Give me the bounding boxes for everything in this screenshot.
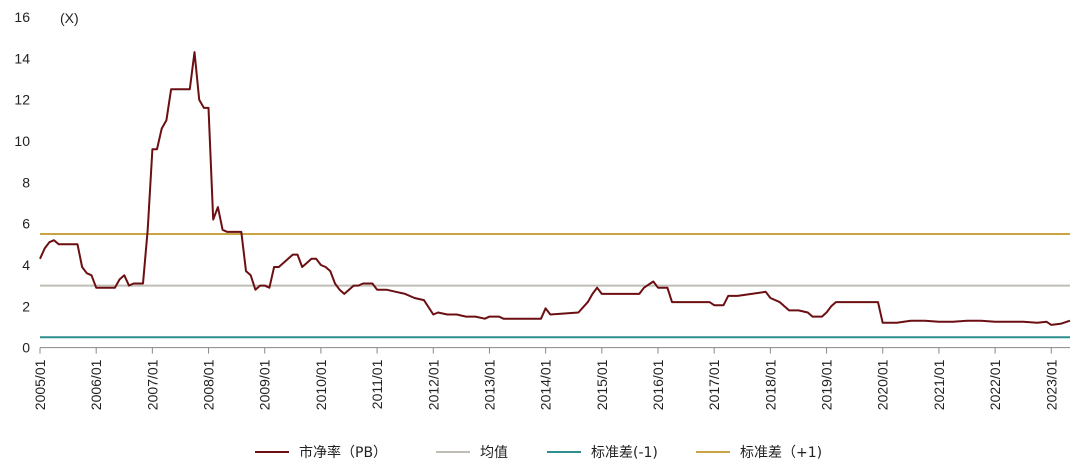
legend-item-pb: 市净率（PB） bbox=[255, 440, 387, 464]
y-axis-ticks: 0 2 4 6 8 10 12 14 16 bbox=[14, 9, 30, 356]
x-tick-label: 2016/01 bbox=[650, 359, 666, 410]
legend-label-mean: 均值 bbox=[480, 445, 508, 461]
x-tick-label: 2010/01 bbox=[313, 359, 329, 410]
x-tick-label: 2020/01 bbox=[875, 359, 891, 410]
x-tick-label: 2015/01 bbox=[594, 359, 610, 410]
pb-series bbox=[39, 51, 1071, 326]
y-tick-label: 2 bbox=[22, 298, 30, 314]
legend: 市净率（PB） 均值 标准差(-1) 标准差（+1) bbox=[0, 440, 1080, 464]
x-tick-label: 2013/01 bbox=[481, 359, 497, 410]
x-tick-label: 2011/01 bbox=[369, 359, 385, 409]
x-axis-ticks: 2005/01 2006/01 2007/01 2008/01 2009/01 2010/… bbox=[32, 347, 1059, 410]
x-tick-label: 2017/01 bbox=[706, 359, 722, 410]
x-tick-label: 2009/01 bbox=[257, 359, 273, 410]
legend-swatch-mean bbox=[436, 451, 470, 453]
x-tick-label: 2005/01 bbox=[32, 359, 48, 410]
legend-item-mean: 均值 bbox=[436, 440, 508, 464]
x-tick-label: 2022/01 bbox=[987, 359, 1003, 410]
y-tick-label: 6 bbox=[22, 216, 30, 232]
y-tick-label: 16 bbox=[14, 9, 30, 25]
x-tick-label: 2007/01 bbox=[144, 359, 160, 410]
legend-item-std-plus: 标准差（+1) bbox=[696, 440, 822, 464]
x-tick-label: 2018/01 bbox=[762, 359, 778, 410]
x-tick-label: 2008/01 bbox=[201, 359, 217, 410]
x-tick-label: 2014/01 bbox=[538, 359, 554, 410]
y-tick-label: 10 bbox=[14, 133, 30, 149]
y-unit-label: (X) bbox=[60, 10, 79, 26]
y-tick-label: 14 bbox=[14, 50, 30, 66]
y-tick-label: 0 bbox=[22, 340, 30, 356]
y-tick-label: 4 bbox=[22, 257, 30, 273]
legend-label-pb: 市净率（PB） bbox=[299, 445, 388, 461]
legend-label-std-minus: 标准差(-1) bbox=[591, 445, 658, 461]
x-tick-label: 2019/01 bbox=[819, 359, 835, 410]
x-tick-label: 2021/01 bbox=[931, 359, 947, 410]
x-tick-label: 2012/01 bbox=[425, 359, 441, 410]
reference-lines bbox=[40, 232, 1070, 339]
y-tick-label: 8 bbox=[22, 174, 30, 190]
legend-swatch-std-plus bbox=[696, 451, 730, 453]
pb-series-line bbox=[39, 51, 1071, 326]
x-tick-label: 2023/01 bbox=[1043, 359, 1059, 410]
legend-swatch-pb bbox=[255, 451, 289, 453]
y-tick-label: 12 bbox=[14, 92, 30, 108]
x-tick-label: 2006/01 bbox=[88, 359, 104, 410]
legend-swatch-std-minus bbox=[547, 451, 581, 453]
legend-item-std-minus: 标准差(-1) bbox=[547, 440, 658, 464]
legend-label-std-plus: 标准差（+1) bbox=[740, 445, 823, 461]
